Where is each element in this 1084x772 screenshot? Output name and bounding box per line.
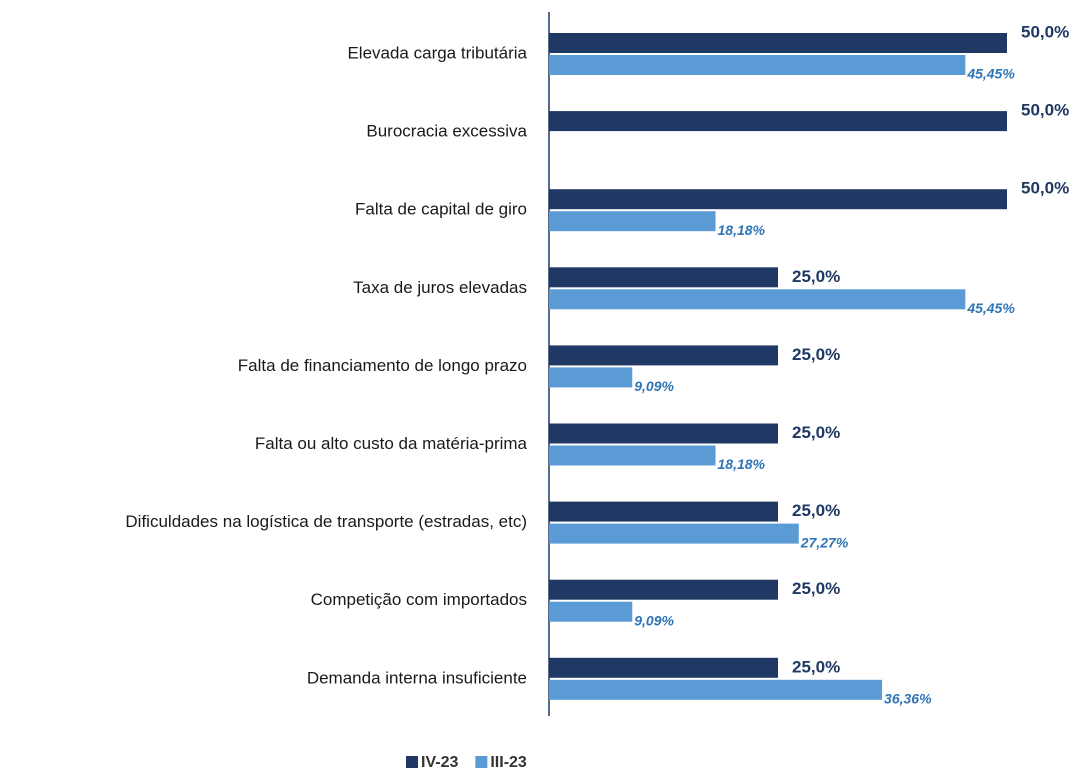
bar [549, 679, 883, 700]
category-label: Elevada carga tributária [347, 43, 527, 62]
legend-swatch [475, 756, 488, 768]
bar [549, 501, 778, 522]
category-label: Burocracia excessiva [366, 122, 527, 141]
category-label: Dificuldades na logística de transporte … [125, 512, 527, 531]
category-label: Competição com importados [311, 590, 527, 609]
value-label: 27,27% [800, 534, 849, 550]
value-label: 9,09% [634, 612, 674, 628]
bar [549, 111, 1007, 132]
bar [549, 445, 716, 466]
value-label: 18,18% [718, 456, 766, 472]
value-label: 25,0% [792, 267, 840, 286]
value-label: 25,0% [792, 657, 840, 676]
value-label: 50,0% [1021, 179, 1069, 198]
bar [549, 211, 716, 232]
bar [549, 55, 966, 75]
value-label: 25,0% [792, 501, 840, 520]
bar [549, 33, 1007, 53]
bar [549, 189, 1007, 210]
bar [549, 601, 633, 622]
value-label: 18,18% [718, 222, 766, 238]
value-label: 25,0% [792, 423, 840, 442]
legend-label: IV-23 [421, 754, 458, 771]
value-label: 50,0% [1021, 101, 1069, 120]
value-label: 25,0% [792, 345, 840, 364]
value-label: 25,0% [792, 579, 840, 598]
legend-swatch [406, 756, 418, 768]
bar [549, 579, 778, 600]
bar [549, 267, 778, 288]
category-label: Falta de capital de giro [355, 200, 527, 219]
value-label: 9,09% [634, 378, 674, 394]
bar [549, 523, 799, 544]
value-label: 45,45% [966, 300, 1015, 316]
bar [549, 657, 778, 678]
value-label: 50,0% [1021, 22, 1069, 41]
category-label: Demanda interna insuficiente [307, 668, 527, 687]
bar [549, 423, 778, 444]
legend-label: III-23 [490, 754, 527, 771]
value-label: 45,45% [966, 66, 1015, 82]
bar [549, 345, 778, 366]
bar [549, 289, 966, 310]
category-label: Taxa de juros elevadas [353, 278, 527, 297]
value-label: 36,36% [884, 691, 932, 707]
category-label: Falta de financiamento de longo prazo [238, 356, 527, 375]
category-label: Falta ou alto custo da matéria-prima [255, 434, 528, 453]
bar [549, 367, 633, 388]
